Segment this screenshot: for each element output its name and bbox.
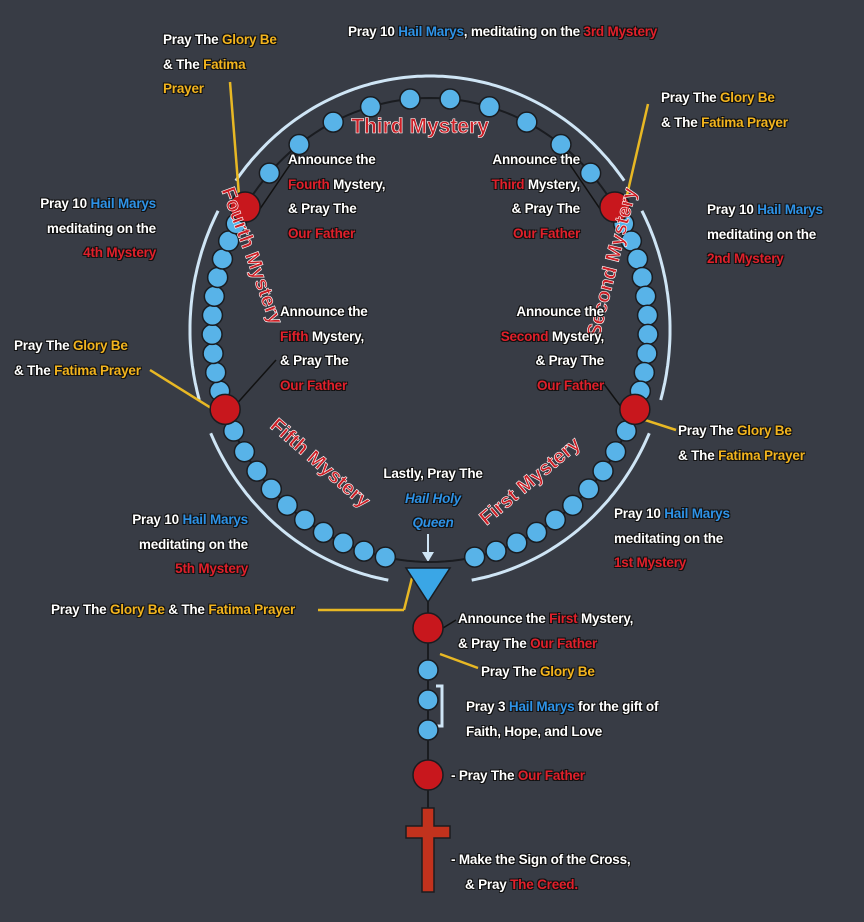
cross-icon <box>405 807 451 893</box>
label-hail-marys-first: Pray 10 Hail Marys meditating on the 1st… <box>614 506 730 570</box>
label-announce-first: Announce the First Mystery, & Pray The O… <box>458 611 634 651</box>
fourth-decade-bead <box>203 285 226 308</box>
fourth-decade-bead <box>201 304 224 327</box>
label-glory-be-fifth: Pray The Glory Be & The Fatima Prayer <box>14 338 141 378</box>
triangle-centerpiece-icon <box>404 567 452 604</box>
third-decade-bead <box>322 111 344 133</box>
third-decade-bead <box>516 111 538 133</box>
label-hail-marys-second: Pray 10 Hail Marys meditating on the 2nd… <box>707 202 823 266</box>
red-bead-first <box>412 612 444 644</box>
leader-glory-bottom-b <box>402 577 414 611</box>
first-decade-bead <box>577 478 600 500</box>
fifth-decade-bead <box>353 540 375 562</box>
second-decade-bead <box>636 342 658 365</box>
fourth-decade-bead <box>204 361 227 384</box>
leader-glory-second <box>621 103 650 214</box>
bracket-fifth <box>209 432 389 582</box>
label-glory-be-bottom: Pray The Glory Be & The Fatima Prayer <box>51 602 296 617</box>
fourth-decade-bead <box>202 342 224 365</box>
third-decade-bead <box>550 133 572 156</box>
red-bead-fifth <box>209 393 241 426</box>
label-three-hail-marys: Pray 3 Hail Marys for the gift of Faith,… <box>466 699 659 739</box>
label-hail-marys-fourth: Pray 10 Hail Marys meditating on the 4th… <box>40 196 156 260</box>
fourth-decade-bead <box>211 248 234 270</box>
fourth-decade-bead <box>201 323 223 346</box>
leader-announce-fourth <box>256 149 301 214</box>
third-decade-bead <box>579 162 602 184</box>
label-glory-be-pendant: Pray The Glory Be <box>481 664 595 679</box>
leader-announce-fifth <box>236 359 277 404</box>
leader-glory-fourth <box>228 81 241 198</box>
label-our-father-pendant: - Pray The Our Father <box>451 768 585 783</box>
first-decade-bead <box>544 509 567 531</box>
bracket-layer <box>188 74 672 728</box>
label-hail-holy-queen: Lastly, Pray The Hail Holy Queen <box>383 466 483 530</box>
label-announce-second: Announce the Second Mystery, & Pray The … <box>500 304 605 393</box>
arrow-head-icon <box>422 552 434 562</box>
fifth-decade-bead <box>332 532 354 554</box>
fourth-decade-bead <box>206 266 229 289</box>
second-decade-bead <box>631 266 654 289</box>
leader-glory-first <box>642 418 677 432</box>
fifth-decade-bead <box>260 478 283 500</box>
red-bead-pendant <box>412 759 444 791</box>
leader-glory-fifth <box>149 368 214 411</box>
red-bead-third <box>599 191 631 223</box>
fifth-decade-bead <box>246 460 268 482</box>
label-announce-fourth: Announce the Fourth Mystery, & Pray The … <box>288 152 386 241</box>
first-decade-bead <box>506 532 528 554</box>
fifth-decade-bead <box>233 440 256 463</box>
first-decade-bead <box>604 440 627 463</box>
label-announce-third: Announce the Third Mystery, & Pray The O… <box>491 152 581 241</box>
third-decade-bead <box>359 96 382 118</box>
red-bead-second <box>619 393 651 426</box>
leader-announce-first <box>442 619 457 629</box>
first-decade-bead <box>525 521 548 544</box>
red-bead-fourth <box>229 191 261 223</box>
second-decade-bead <box>634 285 657 308</box>
bracket-first <box>471 432 651 582</box>
fifth-decade-bead <box>293 509 316 531</box>
label-top-hail-marys: Pray 10 Hail Marys, meditating on the 3r… <box>348 24 658 39</box>
mystery-title-third: Third Mystery <box>351 115 489 138</box>
second-decade-bead <box>626 248 649 270</box>
third-decade-bead <box>439 88 461 110</box>
label-glory-be-first: Pray The Glory Be & The Fatima Prayer <box>678 423 805 463</box>
bracket-three-hail <box>436 684 444 728</box>
leader-announce-third <box>559 149 604 214</box>
bead-layer <box>201 88 659 893</box>
second-decade-bead <box>636 304 659 327</box>
fifth-decade-bead <box>276 494 298 517</box>
second-decade-bead <box>637 323 659 346</box>
fifth-decade-bead <box>374 546 397 568</box>
bracket-fourth <box>188 210 220 401</box>
leader-layer <box>149 81 677 670</box>
leader-glory-pendant <box>439 652 479 670</box>
pendant-hail-bead <box>417 659 439 681</box>
label-announce-fifth: Announce the Fifth Mystery, & Pray The O… <box>280 304 368 393</box>
first-decade-bead <box>485 540 507 562</box>
pendant-hail-bead <box>417 719 439 741</box>
label-glory-be-fourth: Pray The Glory Be & The Fatima Prayer <box>163 32 277 96</box>
pendant-hail-bead <box>417 689 439 711</box>
first-decade-bead <box>463 546 486 568</box>
bracket-third <box>234 74 626 182</box>
second-decade-bead <box>633 361 656 384</box>
label-creed: - Make the Sign of the Cross, & Pray The… <box>451 852 631 892</box>
third-decade-bead <box>399 88 421 110</box>
label-hail-marys-fifth: Pray 10 Hail Marys meditating on the 5th… <box>132 512 248 576</box>
first-decade-bead <box>562 494 584 517</box>
first-decade-bead <box>592 460 614 482</box>
third-decade-bead <box>288 133 310 156</box>
label-glory-be-second: Pray The Glory Be & The Fatima Prayer <box>661 90 788 130</box>
fifth-decade-bead <box>312 521 335 544</box>
bracket-second <box>640 210 672 401</box>
third-decade-bead <box>478 96 501 118</box>
third-decade-bead <box>258 162 281 184</box>
